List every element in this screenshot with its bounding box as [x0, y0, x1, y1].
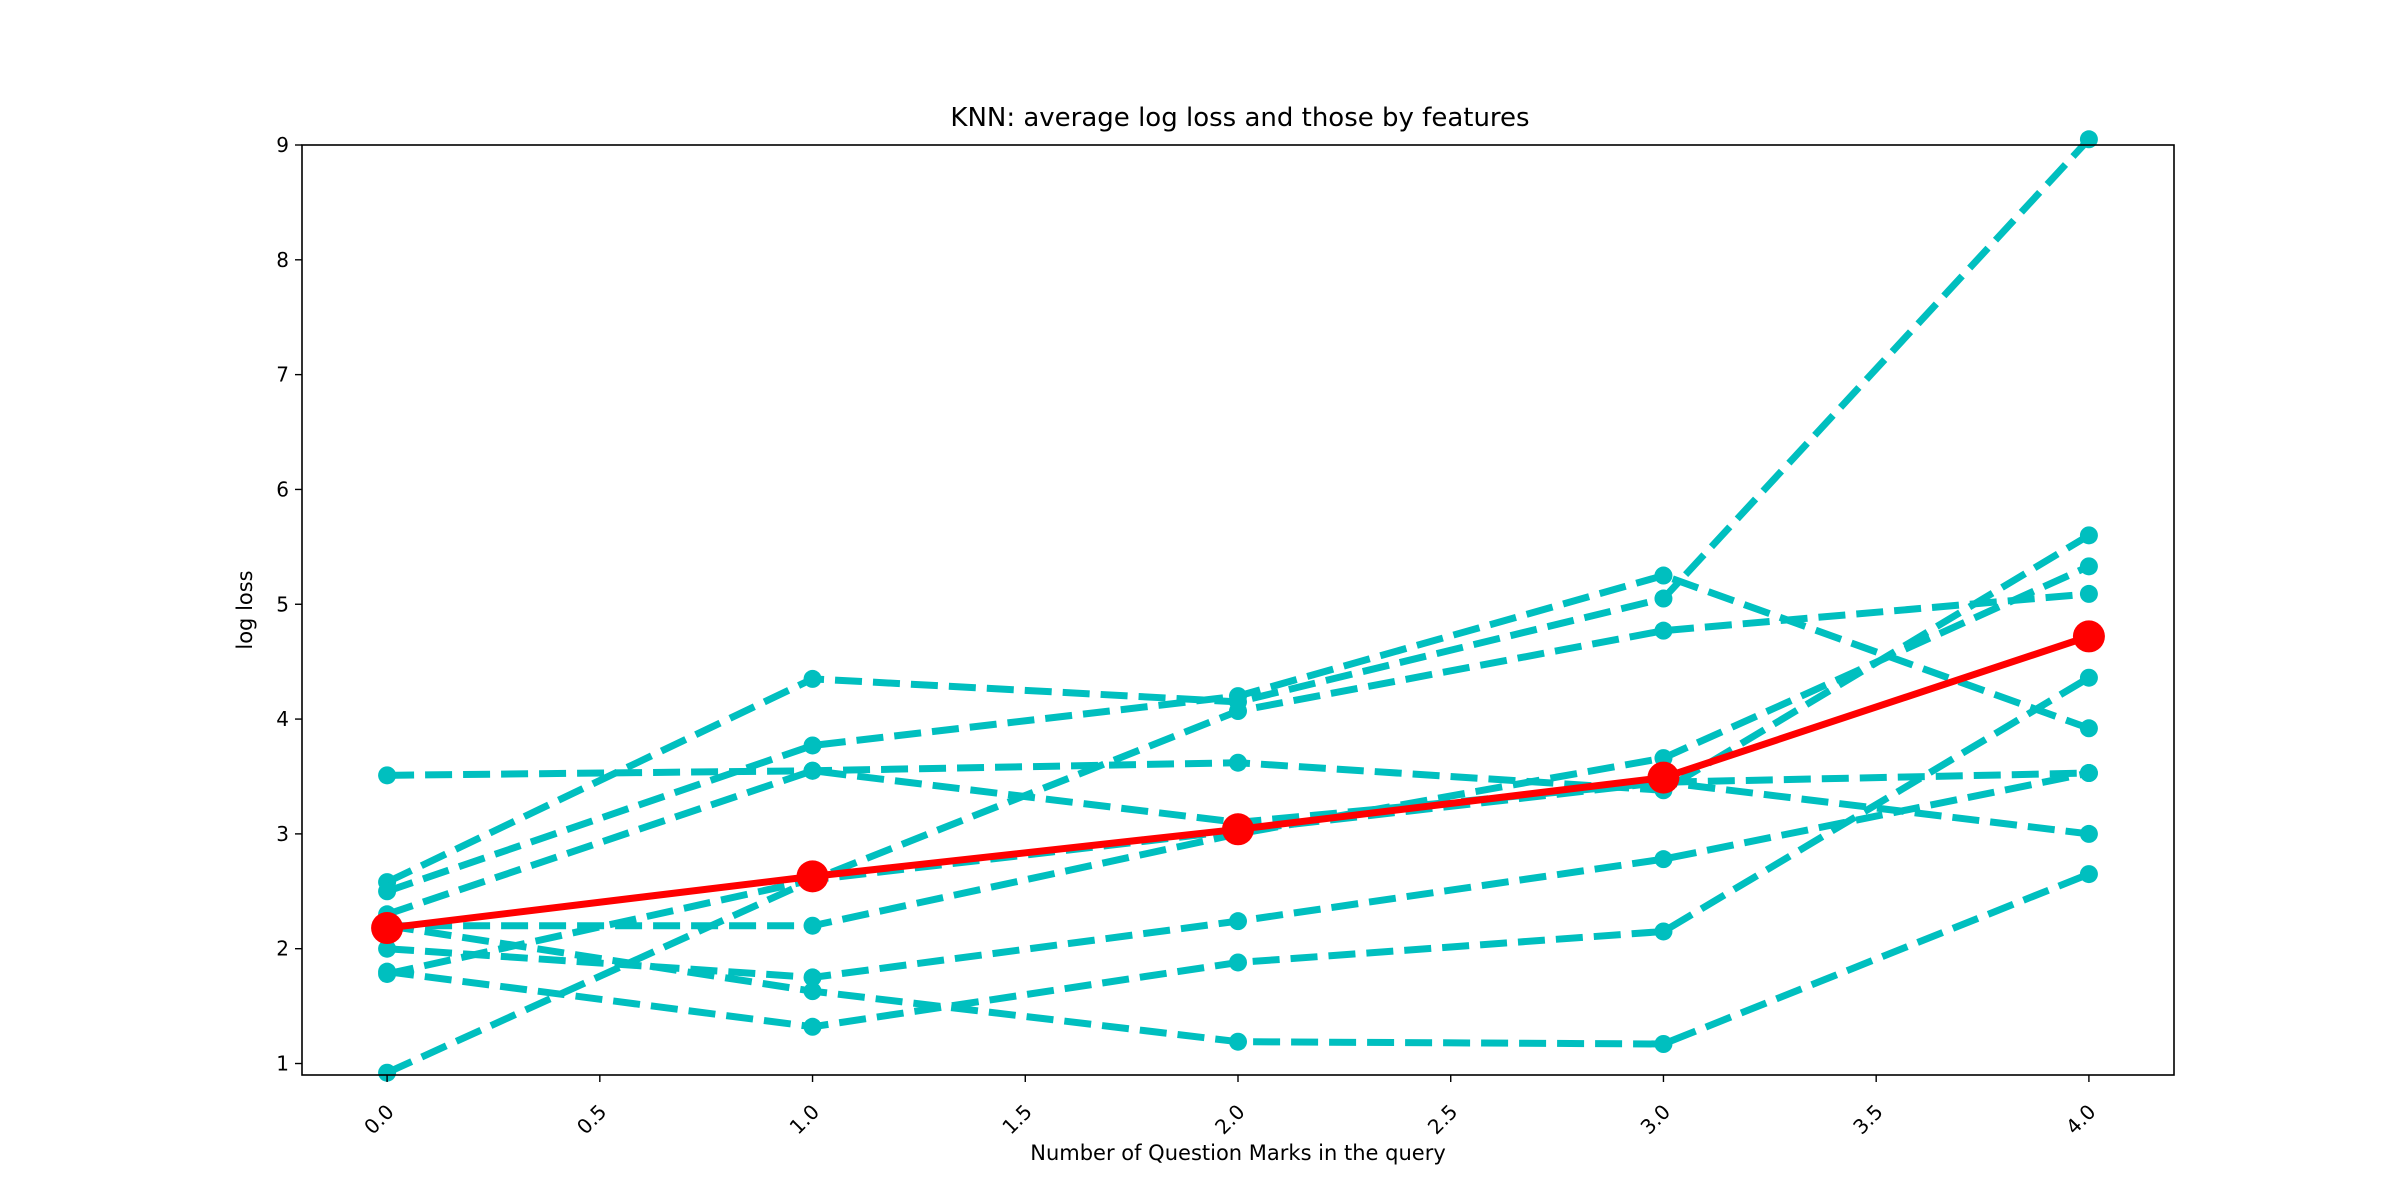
feature-point — [1229, 753, 1247, 772]
feature-point — [1229, 912, 1247, 931]
feature-point — [1229, 1032, 1247, 1051]
y-tick-label: 8 — [276, 248, 289, 272]
feature-point — [378, 1063, 397, 1082]
feature-point — [803, 736, 822, 755]
average-point — [2072, 620, 2105, 653]
average-series — [371, 620, 2105, 945]
feature-point — [803, 968, 822, 987]
feature-point — [378, 962, 397, 981]
feature-point — [378, 882, 397, 901]
feature-point — [1229, 687, 1247, 706]
feature-point — [2079, 865, 2098, 884]
feature-point — [378, 939, 397, 958]
chart-title: KNN: average log loss and those by featu… — [950, 103, 1529, 133]
y-tick-label: 6 — [276, 477, 289, 501]
feature-point — [2079, 557, 2098, 576]
feature-point — [1229, 953, 1247, 972]
y-tick-label: 5 — [276, 592, 289, 616]
y-tick-label: 1 — [276, 1052, 289, 1076]
average-point — [1647, 761, 1680, 794]
feature-point — [803, 669, 822, 688]
feature-point — [1654, 922, 1673, 941]
feature-point — [378, 766, 397, 785]
y-tick-label: 7 — [276, 363, 289, 387]
feature-point — [803, 982, 822, 1001]
feature-point — [803, 1017, 822, 1036]
feature-point — [1654, 566, 1673, 585]
feature-point — [2079, 668, 2098, 687]
plot-frame — [301, 144, 2175, 1076]
feature-point — [1654, 621, 1673, 640]
y-axis-label: log loss — [233, 570, 257, 649]
feature-point — [1229, 702, 1247, 721]
feature-series — [378, 566, 2098, 901]
feature-point — [803, 916, 822, 935]
average-point — [371, 912, 404, 945]
feature-series — [378, 668, 2098, 1036]
feature-point — [2079, 824, 2098, 843]
feature-point — [1654, 589, 1673, 608]
feature-point — [2079, 130, 2098, 149]
feature-point — [2079, 719, 2098, 738]
feature-point — [803, 761, 822, 780]
plot-area — [371, 130, 2105, 1082]
feature-point — [2079, 764, 2098, 783]
x-axis-label: Number of Question Marks in the query — [1030, 1141, 1446, 1165]
y-tick-label: 3 — [276, 822, 289, 846]
feature-point — [2079, 526, 2098, 545]
average-point — [1222, 813, 1254, 846]
y-tick-label: 4 — [276, 707, 289, 731]
average-point — [796, 860, 829, 893]
y-tick-label: 9 — [276, 133, 289, 157]
feature-point — [1654, 1035, 1673, 1053]
feature-point — [2079, 584, 2098, 603]
feature-point — [1654, 850, 1673, 869]
y-tick-label: 2 — [276, 937, 289, 961]
